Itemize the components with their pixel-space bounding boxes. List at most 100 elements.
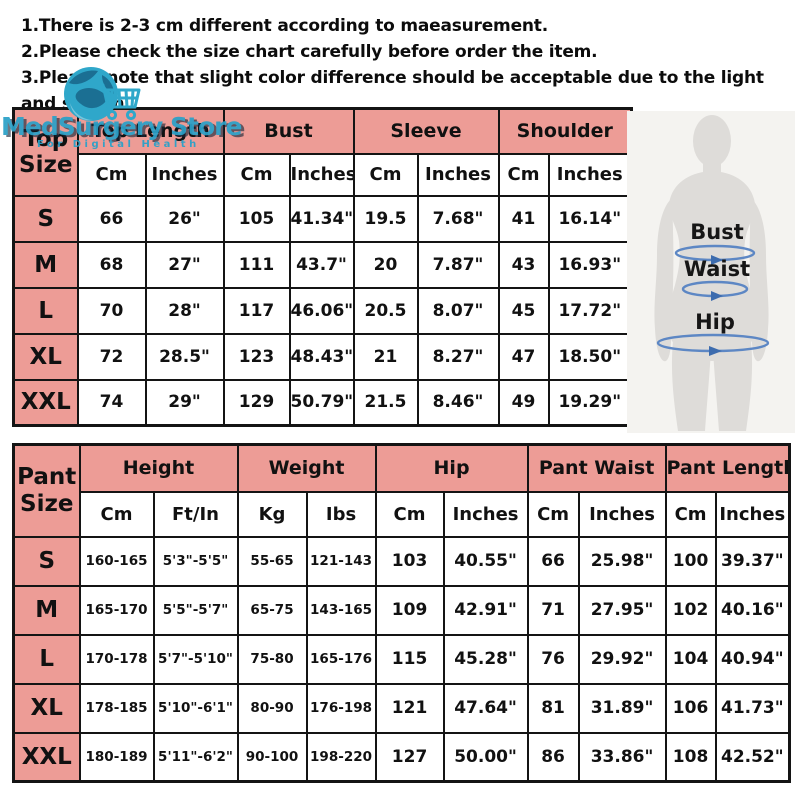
value-cell: 68 — [76, 240, 147, 289]
value-cell: 80-90 — [236, 682, 308, 734]
value-cell: 17.72" — [547, 286, 633, 335]
value-cell: 160-165 — [78, 535, 155, 587]
waist-label: Waist — [684, 257, 750, 281]
unit-header-cell: Inches — [714, 490, 791, 538]
value-cell: 42.91" — [442, 584, 529, 636]
value-cell: 46.06" — [288, 286, 355, 335]
value-cell: 5'5"-5'7" — [152, 584, 239, 636]
value-cell: 45 — [497, 286, 550, 335]
value-cell: 29.92" — [577, 633, 667, 685]
value-cell: 25.98" — [577, 535, 667, 587]
size-label-cell: S — [12, 194, 79, 243]
value-cell: 180-189 — [78, 731, 155, 783]
value-cell: 28" — [144, 286, 225, 335]
bust-label: Bust — [690, 220, 744, 244]
value-cell: 8.07" — [416, 286, 500, 335]
value-cell: 7.68" — [416, 194, 500, 243]
value-cell: 72 — [76, 332, 147, 381]
value-cell: 129 — [222, 378, 291, 427]
value-cell: 74 — [76, 378, 147, 427]
value-cell: 121-143 — [305, 535, 377, 587]
value-cell: 21 — [352, 332, 419, 381]
value-cell: 170-178 — [78, 633, 155, 685]
value-cell: 165-170 — [78, 584, 155, 636]
size-label-cell: M — [12, 584, 81, 636]
band-arrowheads — [709, 255, 723, 356]
unit-header-cell: Cm — [76, 152, 147, 197]
table-row: S 66 26" 105 41.34" 19.5 7.68" 41 16.14" — [12, 194, 633, 243]
unit-header-cell: Cm — [374, 490, 445, 538]
value-cell: 109 — [374, 584, 445, 636]
pant-size-corner-cell: Pant Size — [12, 443, 81, 538]
size-label-cell: L — [12, 633, 81, 685]
column-group-sleeve: Sleeve — [352, 107, 500, 155]
value-cell: 41 — [497, 194, 550, 243]
value-cell: 27" — [144, 240, 225, 289]
unit-header-cell: Cm — [526, 490, 580, 538]
unit-header-cell: Ft/In — [152, 490, 239, 538]
value-cell: 143-165 — [305, 584, 377, 636]
value-cell: 41.73" — [714, 682, 791, 734]
unit-header-cell: Inches — [288, 152, 355, 197]
value-cell: 27.95" — [577, 584, 667, 636]
unit-header-cell: Kg — [236, 490, 308, 538]
note-line-1: 1.There is 2-3 cm different according to… — [21, 16, 548, 36]
table-row: L 70 28" 117 46.06" 20.5 8.07" 45 17.72" — [12, 286, 633, 335]
value-cell: 50.00" — [442, 731, 529, 783]
value-cell: 20 — [352, 240, 419, 289]
column-group-hip: Hip — [374, 443, 529, 493]
note-line-2: 2.Please check the size chart carefully … — [21, 42, 598, 62]
value-cell: 76 — [526, 633, 580, 685]
value-cell: 40.94" — [714, 633, 791, 685]
size-label-cell: XXL — [12, 378, 79, 427]
value-cell: 55-65 — [236, 535, 308, 587]
size-label-cell: S — [12, 535, 81, 587]
value-cell: 178-185 — [78, 682, 155, 734]
value-cell: 16.93" — [547, 240, 633, 289]
value-cell: 90-100 — [236, 731, 308, 783]
value-cell: 104 — [664, 633, 717, 685]
value-cell: 29" — [144, 378, 225, 427]
value-cell: 49 — [497, 378, 550, 427]
value-cell: 19.29" — [547, 378, 633, 427]
value-cell: 121 — [374, 682, 445, 734]
unit-header-cell: Inches — [416, 152, 500, 197]
value-cell: 47 — [497, 332, 550, 381]
unit-header-row: Cm Inches Cm Inches Cm Inches Cm Inches — [14, 152, 633, 197]
value-cell: 45.28" — [442, 633, 529, 685]
body-measurement-figure: Bust Waist Hip — [627, 111, 795, 433]
value-cell: 81 — [526, 682, 580, 734]
value-cell: 33.86" — [577, 731, 667, 783]
table-row: M 165-170 5'5"-5'7" 65-75 143-165 109 42.91" 71… — [12, 584, 791, 636]
value-cell: 198-220 — [305, 731, 377, 783]
value-cell: 31.89" — [577, 682, 667, 734]
table-row: XL 72 28.5" 123 48.43" 21 8.27" 47 18.50" — [12, 332, 633, 381]
hip-arrow-icon — [709, 346, 722, 356]
column-group-pant-waist: Pant Waist — [526, 443, 667, 493]
value-cell: 123 — [222, 332, 291, 381]
unit-header-cell: Cm — [497, 152, 550, 197]
value-cell: 21.5 — [352, 378, 419, 427]
value-cell: 26" — [144, 194, 225, 243]
value-cell: 115 — [374, 633, 445, 685]
value-cell: 100 — [664, 535, 717, 587]
value-cell: 40.55" — [442, 535, 529, 587]
value-cell: 50.79" — [288, 378, 355, 427]
unit-header-cell: Cm — [352, 152, 419, 197]
column-group-height: Height — [78, 443, 239, 493]
value-cell: 108 — [664, 731, 717, 783]
hip-label: Hip — [695, 310, 735, 334]
top-table-body: S 66 26" 105 41.34" 19.5 7.68" 41 16.14" M 68 27" 11… — [12, 194, 633, 427]
value-cell: 103 — [374, 535, 445, 587]
table-row: XXL 74 29" 129 50.79" 21.5 8.46" 49 19.29" — [12, 378, 633, 427]
value-cell: 48.43" — [288, 332, 355, 381]
value-cell: 71 — [526, 584, 580, 636]
unit-header-cell: Cm — [78, 490, 155, 538]
value-cell: 20.5 — [352, 286, 419, 335]
value-cell: 127 — [374, 731, 445, 783]
group-header-row: Top Size Top Length Bust Sleeve Shoulder — [12, 107, 633, 197]
pant-table-body: S 160-165 5'3"-5'5" 55-65 121-143 103 40.55" 66… — [12, 535, 791, 783]
unit-header-row: Cm Ft/In Kg Ibs Cm Inches Cm Inches Cm I… — [14, 490, 791, 538]
female-silhouette-graphic: Bust Waist Hip — [654, 115, 770, 431]
size-label-cell: M — [12, 240, 79, 289]
